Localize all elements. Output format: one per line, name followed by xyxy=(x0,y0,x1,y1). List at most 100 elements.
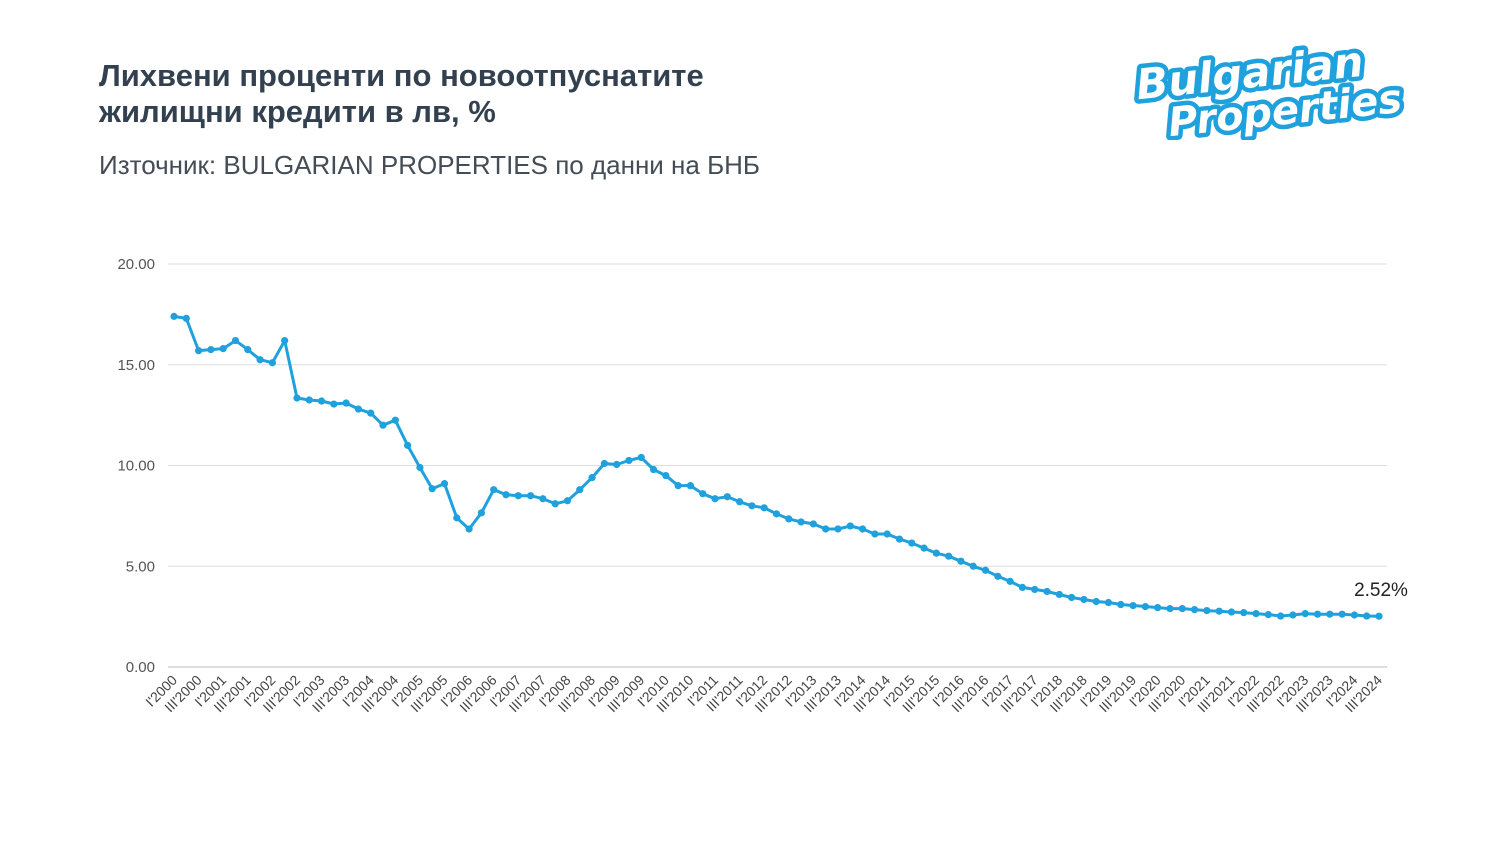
data-point xyxy=(391,416,399,424)
data-point xyxy=(1301,610,1309,618)
data-point xyxy=(1363,612,1371,620)
y-tick-label: 20.00 xyxy=(117,256,155,273)
data-point xyxy=(674,482,682,490)
data-point xyxy=(194,347,203,355)
data-point xyxy=(1006,577,1014,585)
data-point xyxy=(1313,610,1322,618)
data-point xyxy=(1178,604,1186,613)
data-point xyxy=(576,486,584,494)
data-point xyxy=(293,394,301,402)
data-point xyxy=(440,480,449,488)
data-point xyxy=(1252,610,1260,618)
data-point xyxy=(231,336,240,345)
data-point xyxy=(723,493,731,501)
grid xyxy=(168,263,1387,668)
series-points xyxy=(170,312,1383,620)
data-point xyxy=(1154,603,1162,612)
title-line-1: Лихвени проценти по новоотпуснатите xyxy=(99,58,704,93)
data-point xyxy=(1326,610,1334,618)
chart-subtitle: Източник: BULGARIAN PROPERTIES по данни … xyxy=(99,150,760,180)
bulgarian-properties-logo: Bulgarian Properties xyxy=(1129,32,1408,140)
data-point xyxy=(600,459,608,468)
data-point xyxy=(625,456,633,465)
data-point xyxy=(268,359,276,367)
data-point xyxy=(1375,612,1383,620)
data-point xyxy=(330,400,338,408)
data-point xyxy=(649,465,658,474)
data-point xyxy=(1277,612,1285,620)
y-tick-label: 15.00 xyxy=(117,357,155,374)
data-point xyxy=(822,525,830,533)
data-point xyxy=(686,482,695,490)
data-point xyxy=(1289,611,1297,619)
data-point xyxy=(699,490,707,498)
data-point xyxy=(797,518,805,526)
data-point xyxy=(1080,595,1088,604)
data-point xyxy=(945,552,953,560)
data-point xyxy=(846,522,854,530)
data-point xyxy=(477,509,485,517)
data-point xyxy=(932,549,940,557)
data-point xyxy=(207,346,215,354)
data-point xyxy=(490,486,498,494)
data-point xyxy=(637,453,645,462)
chart-title: Лихвени проценти по новоотпуснатите жили… xyxy=(99,58,899,130)
data-point xyxy=(1117,600,1125,609)
data-point xyxy=(1104,598,1113,607)
data-point xyxy=(563,497,572,505)
data-point xyxy=(305,396,313,404)
y-tick-label: 5.00 xyxy=(126,558,155,575)
y-tick-label: 0.00 xyxy=(126,659,155,676)
data-point xyxy=(1203,606,1211,615)
data-point xyxy=(244,346,252,354)
data-point xyxy=(772,510,781,518)
data-point xyxy=(502,491,510,499)
data-point xyxy=(785,515,793,523)
data-point xyxy=(416,463,424,472)
data-point xyxy=(1129,601,1137,610)
data-point xyxy=(957,557,965,565)
data-point xyxy=(428,485,436,493)
data-point xyxy=(539,495,547,503)
data-point xyxy=(1031,585,1039,594)
data-point xyxy=(736,498,744,506)
data-point xyxy=(920,544,928,552)
data-point xyxy=(514,492,522,500)
data-point xyxy=(1092,597,1100,606)
data-point xyxy=(871,530,879,538)
data-point xyxy=(588,473,596,482)
data-point xyxy=(711,495,719,503)
data-point xyxy=(1264,611,1272,619)
data-point xyxy=(969,562,977,570)
data-point xyxy=(748,502,756,510)
data-point xyxy=(1141,602,1149,611)
data-point xyxy=(317,397,326,405)
data-point xyxy=(1055,590,1063,599)
data-point xyxy=(526,492,535,500)
data-point xyxy=(613,460,621,469)
data-point xyxy=(994,572,1002,580)
data-point xyxy=(354,405,363,413)
data-point xyxy=(1338,610,1346,618)
data-point xyxy=(1068,593,1076,602)
data-point xyxy=(182,314,190,323)
last-value-label: 2.52% xyxy=(1354,580,1408,601)
title-line-2: жилищни кредити в лв, % xyxy=(99,94,496,129)
data-point xyxy=(256,356,264,364)
data-point xyxy=(404,441,412,449)
series-line xyxy=(173,314,1380,618)
data-point xyxy=(453,514,461,522)
data-point xyxy=(1240,608,1248,617)
data-point xyxy=(281,336,289,345)
data-point xyxy=(809,520,817,528)
data-point xyxy=(662,471,670,480)
data-point xyxy=(981,566,990,574)
data-point xyxy=(367,409,375,417)
data-point xyxy=(551,500,559,508)
data-point xyxy=(465,525,473,533)
data-point xyxy=(1215,607,1223,615)
data-point xyxy=(1227,608,1236,616)
data-point xyxy=(1018,583,1027,592)
data-point xyxy=(170,312,178,320)
